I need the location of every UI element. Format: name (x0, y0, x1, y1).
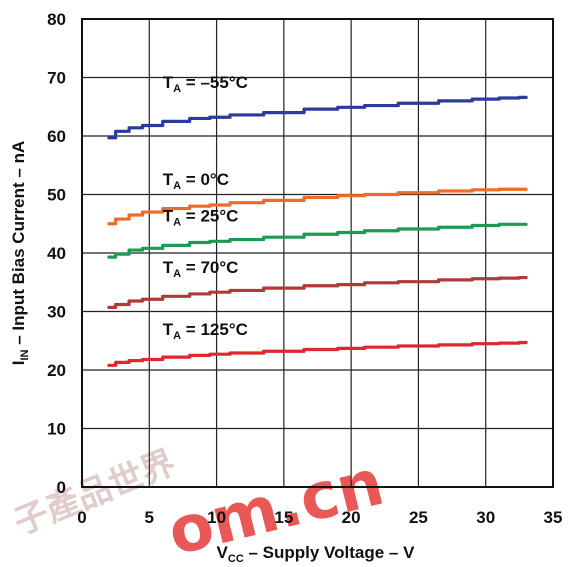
x-tick-label: 35 (544, 508, 563, 527)
x-tick-labels: 0 5 10 15 20 25 30 35 (77, 508, 562, 527)
x-tick-label: 20 (342, 508, 361, 527)
y-tick-label: 60 (47, 127, 66, 146)
x-tick-label: 0 (77, 508, 86, 527)
curve-label-2: TA = 25°C (163, 206, 239, 228)
series-line-3 (107, 275, 528, 310)
y-tick-label: 70 (47, 69, 66, 88)
series-line-1 (107, 187, 528, 226)
x-axis-label: VCC – Supply Voltage – V (217, 543, 416, 565)
y-axis-label: IIN – Input Bias Current – nA (9, 141, 31, 365)
plot-frame (81, 18, 554, 488)
x-tick-label: 5 (145, 508, 154, 527)
curve-label-1: TA = 0°C (163, 170, 229, 192)
curve-label-4: TA = 125°C (163, 320, 248, 342)
y-tick-labels: 0 10 20 30 40 50 60 70 80 (47, 10, 66, 497)
series-line-0 (107, 95, 528, 140)
curve-labels: TA = –55°C TA = 0°C TA = 25°C TA = 70°C TA =… (163, 73, 248, 342)
y-tick-label: 80 (47, 10, 66, 29)
y-tick-label: 20 (47, 361, 66, 380)
y-tick-label: 30 (47, 303, 66, 322)
x-tick-label: 30 (476, 508, 495, 527)
grid (81, 18, 554, 488)
curve-label-0: TA = –55°C (163, 73, 248, 95)
series-group (107, 95, 528, 367)
watermark-chars: 子產品世界 (8, 443, 181, 544)
y-tick-label: 0 (57, 478, 66, 497)
series-line-2 (107, 222, 528, 259)
curve-label-3: TA = 70°C (163, 258, 239, 280)
x-tick-label: 10 (207, 508, 226, 527)
y-tick-label: 50 (47, 186, 66, 205)
y-tick-label: 10 (47, 420, 66, 439)
y-tick-label: 40 (47, 244, 66, 263)
x-tick-label: 25 (409, 508, 428, 527)
x-tick-label: 15 (274, 508, 293, 527)
series-line-4 (107, 340, 528, 367)
